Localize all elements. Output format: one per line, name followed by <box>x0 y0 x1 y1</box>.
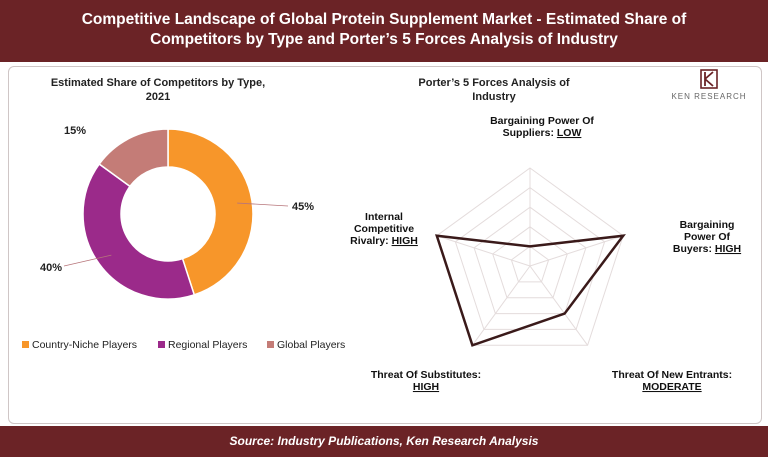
radar-axis-label-3: Threat Of New Entrants: MODERATE <box>612 369 732 393</box>
radar-chart: Bargaining Power Of Suppliers: LOW Bargain… <box>350 115 741 393</box>
radar-spoke-5 <box>436 235 531 267</box>
radar-axis-label-2: Bargaining Power Of Buyers: HIGH <box>673 219 741 255</box>
page-title-line-2: Competitors by Type and Porter’s 5 Force… <box>150 31 618 48</box>
radar-spoke-2 <box>529 235 624 267</box>
donut-leader-line-2 <box>63 254 112 267</box>
legend-label-3: Global Players <box>277 339 345 351</box>
donut-leader-line-1 <box>237 202 289 207</box>
legend-swatch-2 <box>158 341 165 348</box>
ken-research-logo-icon: KEN RESEARCH <box>671 69 746 101</box>
radar-grid-ring-1 <box>510 245 550 283</box>
donut-slice-2 <box>82 162 196 300</box>
donut-label-3: 15% <box>64 125 86 137</box>
legend-swatch-1 <box>22 341 29 348</box>
header-banner: Competitive Landscape of Global Protein … <box>0 0 768 62</box>
legend-swatch-3 <box>267 341 274 348</box>
donut-slice-1 <box>167 128 254 296</box>
page-title-line-1: Competitive Landscape of Global Protein … <box>81 11 687 28</box>
source-footer: Source: Industry Publications, Ken Resea… <box>0 426 768 457</box>
radar-title-line-2: Industry <box>472 91 516 103</box>
donut-title-line-2: 2021 <box>146 91 170 103</box>
radar-axis-label-1: Bargaining Power Of Suppliers: LOW <box>490 115 594 139</box>
legend-label-1: Country-Niche Players <box>32 339 137 351</box>
donut-label-1: 45% <box>292 201 314 213</box>
donut-legend: Country-Niche Players Regional Players Glo… <box>22 339 345 351</box>
donut-chart: 45% 40% 15% <box>40 125 314 300</box>
radar-grid-ring-2 <box>492 226 568 299</box>
radar-grid-ring-5 <box>436 167 624 346</box>
donut-slice-3 <box>98 128 169 188</box>
logo-text: KEN RESEARCH <box>671 92 746 101</box>
radar-spoke-4 <box>471 265 531 346</box>
radar-spoke-3 <box>529 265 589 346</box>
radar-series <box>435 234 626 347</box>
legend-label-2: Regional Players <box>168 339 247 351</box>
donut-title-line-1: Estimated Share of Competitors by Type, <box>51 77 265 89</box>
radar-axis-label-4: Threat Of Substitutes: HIGH <box>371 369 481 393</box>
donut-label-2: 40% <box>40 262 62 274</box>
radar-title-line-1: Porter’s 5 Forces Analysis of <box>418 77 570 89</box>
radar-grid-ring-4 <box>454 186 606 330</box>
chart-panel <box>8 66 762 424</box>
radar-axis-label-5: Internal Competitive Rivalry: HIGH <box>350 211 418 247</box>
